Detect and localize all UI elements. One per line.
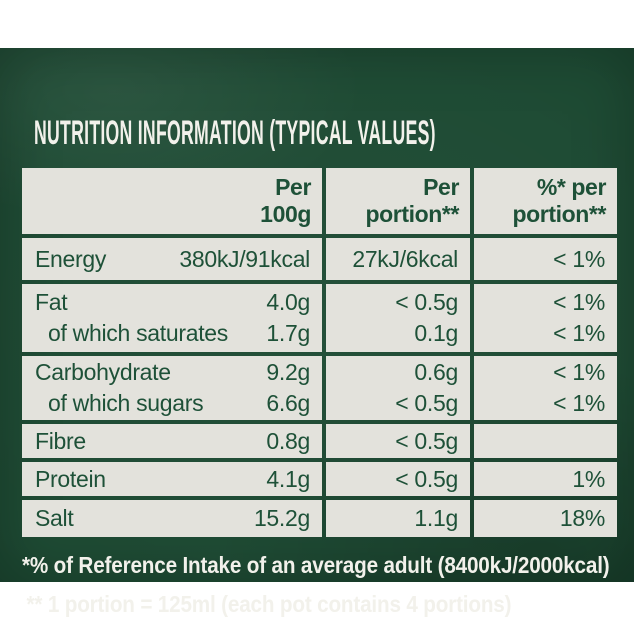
table-row-salt: Salt 15.2g 1.1g 18% [22, 500, 617, 537]
saturates-per100g: 1.7g [266, 320, 310, 346]
saturates-label: of which saturates [48, 320, 228, 346]
sugars-per-portion: < 0.5g [395, 390, 458, 416]
header-per-portion-line2: portion** [365, 201, 460, 227]
salt-pct-portion: 18% [559, 505, 605, 531]
energy-per-portion: 27kJ/6kcal [352, 245, 458, 272]
salt-label: Salt [35, 505, 74, 531]
protein-per-portion: < 0.5g [395, 465, 458, 492]
energy-pct-portion: < 1% [553, 245, 605, 272]
energy-label-cell: Energy 380kJ/91kcal [22, 238, 322, 280]
fibre-portion-cell: < 0.5g [326, 424, 470, 458]
table-row-carbohydrate: Carbohydrate 9.2g of which sugars 6.6g 0… [22, 356, 617, 420]
protein-pct-cell: 1% [474, 462, 617, 496]
salt-label-cell: Salt 15.2g [22, 500, 322, 537]
salt-per100g: 15.2g [253, 505, 310, 531]
footnote-reference-intake: *% of Reference Intake of an average adu… [22, 552, 610, 578]
carbohydrate-label: Carbohydrate [35, 359, 171, 385]
fibre-label-cell: Fibre 0.8g [22, 424, 322, 458]
fat-label: Fat [35, 289, 68, 315]
protein-label-cell: Protein 4.1g [22, 462, 322, 496]
sugars-pct-portion: < 1% [553, 390, 605, 416]
table-row-protein: Protein 4.1g < 0.5g 1% [22, 462, 617, 496]
fibre-label: Fibre [35, 427, 86, 454]
energy-label: Energy [35, 245, 107, 272]
header-per-100g: Per 100g [22, 168, 322, 234]
fat-per100g: 4.0g [266, 289, 310, 315]
table-row-fat: Fat 4.0g of which saturates 1.7g < 0.5g … [22, 284, 617, 352]
header-per-100g-line1: Per [275, 174, 311, 200]
energy-portion-cell: 27kJ/6kcal [326, 238, 470, 280]
table-row-energy: Energy 380kJ/91kcal 27kJ/6kcal < 1% [22, 238, 617, 280]
fat-portion-cell: < 0.5g 0.1g [326, 284, 470, 352]
carbohydrate-label-cell: Carbohydrate 9.2g of which sugars 6.6g [22, 356, 322, 420]
protein-portion-cell: < 0.5g [326, 462, 470, 496]
saturates-per-portion: 0.1g [414, 320, 458, 346]
table-header-row: Per 100g Per portion** %* per portion** [22, 168, 617, 234]
energy-pct-cell: < 1% [474, 238, 617, 280]
header-per-portion-line1: Per [423, 174, 459, 200]
header-per-portion: Per portion** [326, 168, 470, 234]
energy-per100g: 380kJ/91kcal [179, 245, 310, 272]
salt-portion-cell: 1.1g [326, 500, 470, 537]
fat-label-cell: Fat 4.0g of which saturates 1.7g [22, 284, 322, 352]
carbohydrate-portion-cell: 0.6g < 0.5g [326, 356, 470, 420]
footnotes: *% of Reference Intake of an average adu… [22, 552, 640, 618]
carbohydrate-per100g: 9.2g [266, 359, 310, 385]
carbohydrate-pct-portion: < 1% [553, 359, 605, 385]
protein-pct-portion: 1% [572, 465, 605, 492]
saturates-pct-portion: < 1% [553, 320, 605, 346]
fibre-pct-cell [474, 424, 617, 458]
fat-pct-cell: < 1% < 1% [474, 284, 617, 352]
fat-pct-portion: < 1% [553, 289, 605, 315]
salt-pct-cell: 18% [474, 500, 617, 537]
sugars-label: of which sugars [48, 390, 204, 416]
salt-per-portion: 1.1g [414, 505, 458, 531]
nutrition-title: NUTRITION INFORMATION (TYPICAL VALUES) [34, 114, 436, 152]
header-pct-portion-line2: portion** [512, 201, 607, 227]
sugars-per100g: 6.6g [266, 390, 310, 416]
table-row-fibre: Fibre 0.8g < 0.5g [22, 424, 617, 458]
footnote-portion-definition: ** 1 portion = 125ml (each pot contains … [26, 591, 512, 617]
fat-per-portion: < 0.5g [395, 289, 458, 315]
carbohydrate-pct-cell: < 1% < 1% [474, 356, 617, 420]
fibre-per100g: 0.8g [266, 427, 310, 454]
protein-label: Protein [35, 465, 106, 492]
protein-per100g: 4.1g [266, 465, 310, 492]
header-per-100g-line2: 100g [260, 201, 311, 227]
carbohydrate-per-portion: 0.6g [414, 359, 458, 385]
header-pct-portion-line1: %* per [536, 174, 607, 200]
header-pct-portion: %* per portion** [474, 168, 617, 234]
nutrition-table: Per 100g Per portion** %* per portion** … [22, 168, 617, 537]
nutrition-panel: NUTRITION INFORMATION (TYPICAL VALUES) P… [0, 48, 634, 617]
fibre-per-portion: < 0.5g [395, 427, 458, 454]
